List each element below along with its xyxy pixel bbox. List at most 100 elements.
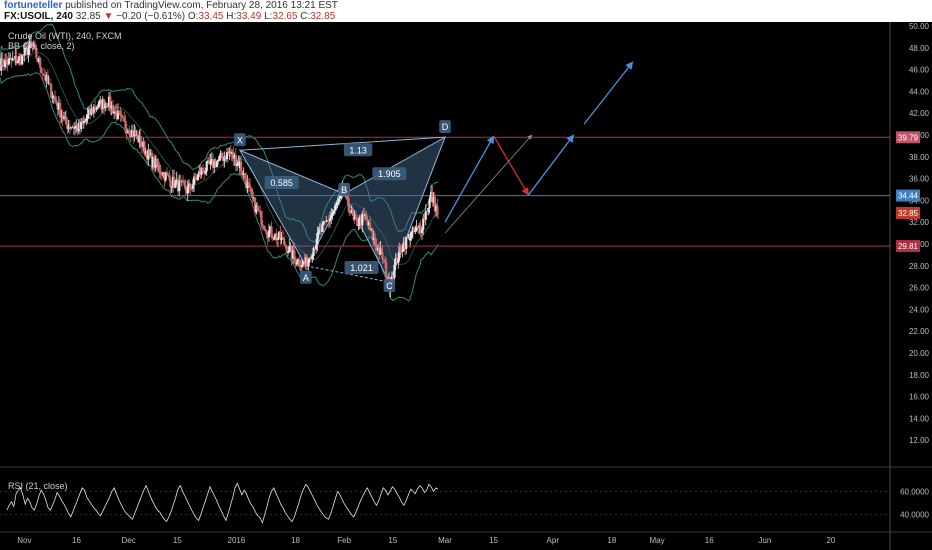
- time-tick-label: Mar: [438, 536, 452, 545]
- candle-body: [36, 58, 39, 62]
- price-tick-label: 16.00: [909, 393, 930, 402]
- high-value: 33.49: [236, 11, 262, 22]
- candle-body: [156, 165, 160, 167]
- candles: [0, 35, 440, 298]
- candle-body: [81, 121, 84, 123]
- candle-body: [218, 156, 221, 160]
- last-price: 32.85: [75, 11, 101, 22]
- candle-body: [153, 157, 156, 168]
- candle-body: [213, 161, 216, 168]
- candle-body: [428, 199, 431, 209]
- candle-body: [238, 161, 241, 169]
- ratio-label-1-text: 1.13: [349, 145, 367, 155]
- candle-body: [6, 62, 9, 65]
- pattern-bcd-triangle: [343, 136, 446, 284]
- candle-body: [110, 105, 113, 109]
- candle-body: [123, 117, 126, 121]
- candle-body: [171, 176, 175, 187]
- candle-body: [181, 180, 185, 183]
- candle-body: [327, 220, 330, 222]
- candle-body: [378, 247, 381, 255]
- candle-body: [48, 82, 52, 84]
- candle-body: [374, 237, 377, 245]
- candle-body: [431, 191, 434, 203]
- candle-body: [241, 170, 244, 176]
- candle-body: [371, 228, 374, 241]
- candle-body: [256, 205, 259, 210]
- candle-body: [19, 56, 22, 65]
- candle-body: [89, 109, 92, 115]
- author-link[interactable]: fortuneteller: [4, 0, 63, 11]
- candle-body: [352, 209, 355, 216]
- candle-body: [59, 102, 62, 117]
- point-label-a: A: [300, 270, 312, 284]
- candle-body: [406, 236, 409, 238]
- candle-body: [266, 234, 269, 238]
- candle-body: [380, 248, 383, 252]
- candle-body: [18, 56, 21, 62]
- price-badge-text: 39.79: [898, 133, 919, 142]
- candle-body: [382, 259, 385, 260]
- candle-body: [374, 244, 377, 246]
- candle-body: [212, 159, 215, 168]
- candle-body: [14, 56, 17, 59]
- candle-body: [362, 213, 365, 215]
- point-label-c-text: C: [386, 281, 393, 291]
- time-tick-label: Nov: [17, 536, 31, 545]
- close-value: 32.85: [310, 11, 336, 22]
- candle-body: [47, 82, 50, 84]
- ratio-label-0: 0.585: [264, 175, 299, 189]
- candle-body: [160, 174, 163, 176]
- candle-body: [201, 168, 205, 172]
- low-label: L:: [264, 11, 273, 22]
- candle-body: [120, 115, 123, 117]
- candle-body: [265, 231, 268, 235]
- candle-body: [398, 244, 401, 247]
- candle-body: [125, 128, 128, 134]
- candle-body: [284, 244, 287, 247]
- ratio-label-3: 1.021: [344, 260, 379, 274]
- candle-body: [170, 186, 173, 188]
- price-tick-label: 50.00: [909, 22, 930, 31]
- candle-body: [53, 96, 57, 100]
- candle-body: [281, 237, 284, 239]
- price-chart[interactable]: X A B C D 0.585 1.13 1.905 1.021 50.00 48.00 46.00…: [0, 22, 932, 550]
- price-badge-text: 32.85: [898, 209, 919, 218]
- candle-body: [385, 262, 388, 278]
- candle-body: [72, 127, 75, 129]
- candle-body: [325, 220, 328, 222]
- candle-body: [321, 224, 324, 232]
- candle-body: [147, 149, 150, 160]
- candle-body: [291, 250, 295, 259]
- candle-body: [175, 179, 178, 182]
- candle-body: [158, 165, 161, 173]
- price-tick-label: 44.00: [909, 87, 930, 96]
- candle-body: [350, 209, 353, 214]
- candle-body: [307, 259, 310, 267]
- price-tick-label: 28.00: [909, 262, 930, 271]
- candle-body: [86, 114, 89, 119]
- open-value: 33.45: [198, 11, 224, 22]
- candle-body: [257, 209, 260, 211]
- candle-body: [410, 231, 413, 238]
- price-tick-label: 46.00: [909, 66, 930, 75]
- candle-body: [331, 213, 334, 216]
- candle-body: [151, 157, 155, 168]
- point-label-x: X: [234, 133, 246, 147]
- down-arrow-icon: ▼: [103, 11, 114, 22]
- candle-body: [148, 149, 151, 156]
- candle-body: [92, 106, 95, 113]
- projection-arrow-4: [444, 134, 533, 234]
- candle-body: [179, 180, 182, 182]
- candle-body: [295, 263, 298, 265]
- time-tick-label: 15: [173, 536, 182, 545]
- candle-body: [2, 66, 5, 68]
- candle-body: [76, 125, 79, 132]
- price-badge-bg: [896, 189, 920, 202]
- time-tick-label: 2016: [228, 536, 246, 545]
- candle-body: [302, 260, 305, 265]
- candle-body: [234, 155, 237, 166]
- point-label-d: D: [439, 120, 451, 134]
- candle-body: [162, 172, 165, 176]
- price-badge-bg: [896, 131, 920, 144]
